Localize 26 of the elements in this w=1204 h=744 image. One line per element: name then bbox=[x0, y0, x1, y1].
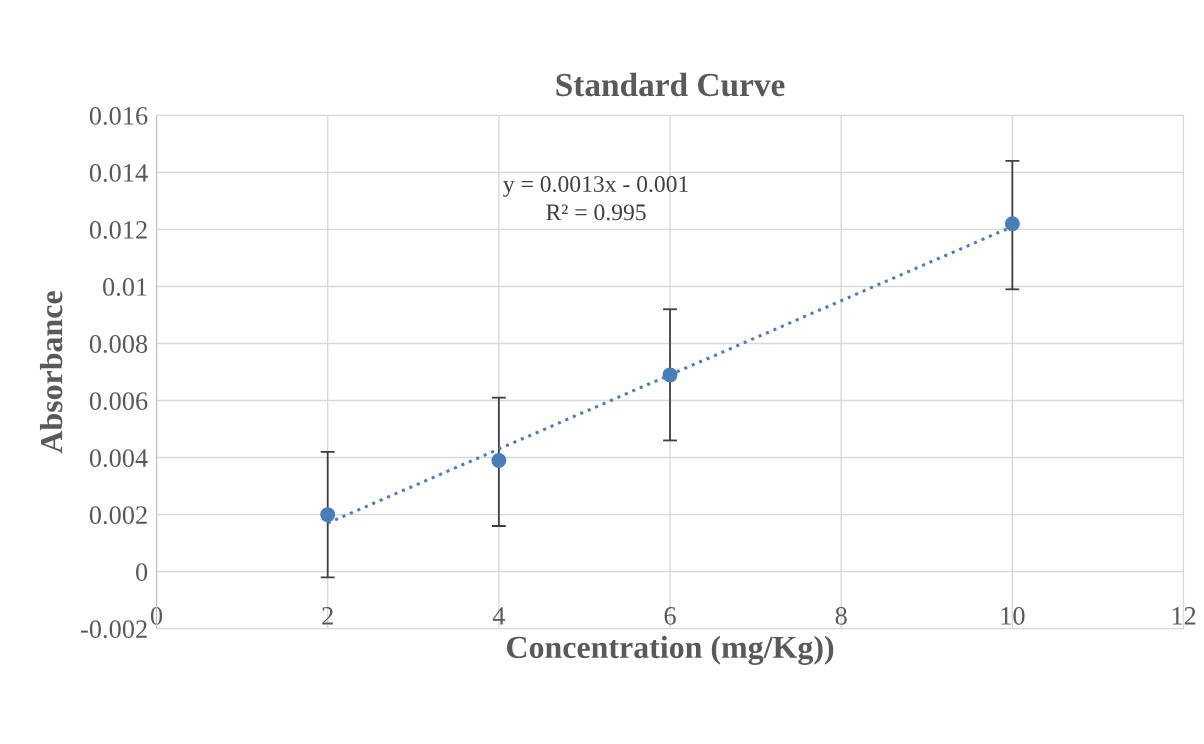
y-tick-label: 0.014 bbox=[89, 163, 148, 182]
x-tick-label: 0 bbox=[150, 606, 163, 625]
annotation: y = 0.0013x - 0.001 bbox=[503, 176, 688, 197]
y-tick-label: 0.016 bbox=[89, 106, 148, 125]
y-tick-label: 0.004 bbox=[89, 449, 148, 468]
x-tick-label: 4 bbox=[492, 607, 506, 625]
y-tick-label: -0.002 bbox=[81, 620, 147, 639]
x-tick-label: 12 bbox=[1172, 607, 1196, 625]
point bbox=[1004, 216, 1020, 232]
y-tick-label: 0.006 bbox=[89, 392, 148, 411]
y-tick-label: 0.008 bbox=[89, 335, 148, 354]
y-tick-label: 0.002 bbox=[89, 506, 147, 525]
y-axis-title: Absorbance bbox=[39, 291, 63, 454]
y-tick-label: 0.01 bbox=[103, 278, 147, 296]
point bbox=[662, 367, 678, 383]
x-tick-label: 8 bbox=[835, 606, 847, 625]
point bbox=[320, 507, 336, 523]
x-axis-title: Concentration (mg/Kg)) bbox=[507, 635, 834, 665]
y-tick-label: 0 bbox=[136, 563, 148, 582]
point bbox=[491, 452, 507, 468]
x-tick-label: 10 bbox=[1001, 606, 1025, 625]
annotation: R² = 0.995 bbox=[546, 204, 646, 221]
y-tick-label: 0.012 bbox=[89, 221, 147, 239]
chart-title: Standard Curve bbox=[556, 72, 785, 97]
x-tick-label: 6 bbox=[664, 607, 676, 625]
x-tick-label: 2 bbox=[322, 607, 333, 625]
